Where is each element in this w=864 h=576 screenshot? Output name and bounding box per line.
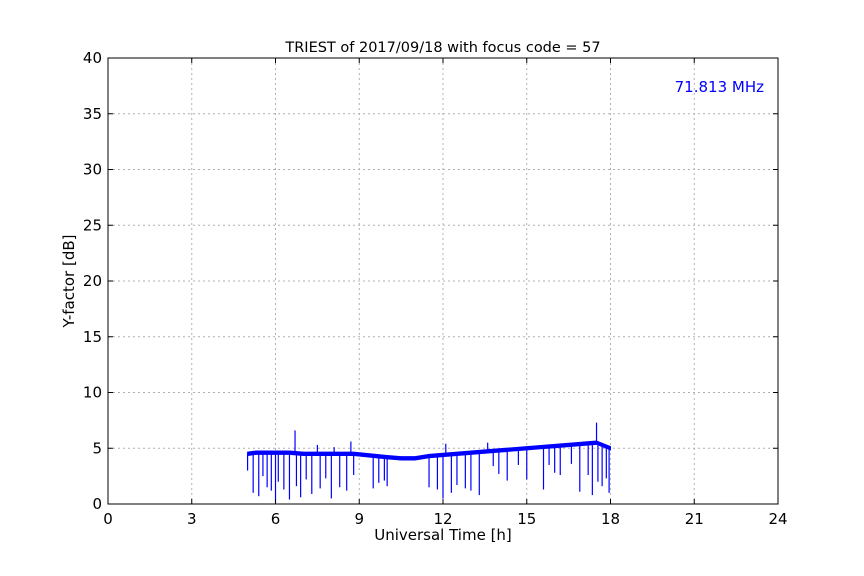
x-tick-label: 6 <box>271 510 281 528</box>
x-tick-label: 15 <box>517 510 536 528</box>
chart-title: TRIEST of 2017/09/18 with focus code = 5… <box>284 40 600 56</box>
x-tick-label: 12 <box>433 510 452 528</box>
series-line <box>247 442 611 459</box>
axis-ticks: 0 3 6 9 12 15 18 21 24 0 5 10 15 20 25 30 35 40 <box>83 49 788 528</box>
x-tick-label: 0 <box>103 510 113 528</box>
y-tick-label: 15 <box>83 328 102 346</box>
x-axis-label: Universal Time [h] <box>374 526 512 544</box>
x-tick-label: 3 <box>187 510 197 528</box>
y-tick-label: 0 <box>92 495 102 513</box>
y-tick-label: 20 <box>83 272 102 290</box>
frequency-annotation: 71.813 MHz <box>675 78 764 96</box>
series-band <box>247 440 611 461</box>
y-tick-label: 40 <box>83 49 102 67</box>
y-tick-label: 10 <box>83 384 102 402</box>
x-tick-label: 21 <box>685 510 704 528</box>
x-tick-label: 24 <box>768 510 787 528</box>
y-tick-label: 5 <box>92 439 102 457</box>
y-tick-label: 35 <box>83 105 102 123</box>
y-axis-label: Y-factor [dB] <box>60 234 78 328</box>
x-tick-label: 18 <box>601 510 620 528</box>
grid-lines <box>108 58 778 504</box>
y-tick-label: 30 <box>83 161 102 179</box>
plot-area <box>246 422 611 503</box>
x-tick-label: 9 <box>354 510 364 528</box>
y-tick-label: 25 <box>83 216 102 234</box>
